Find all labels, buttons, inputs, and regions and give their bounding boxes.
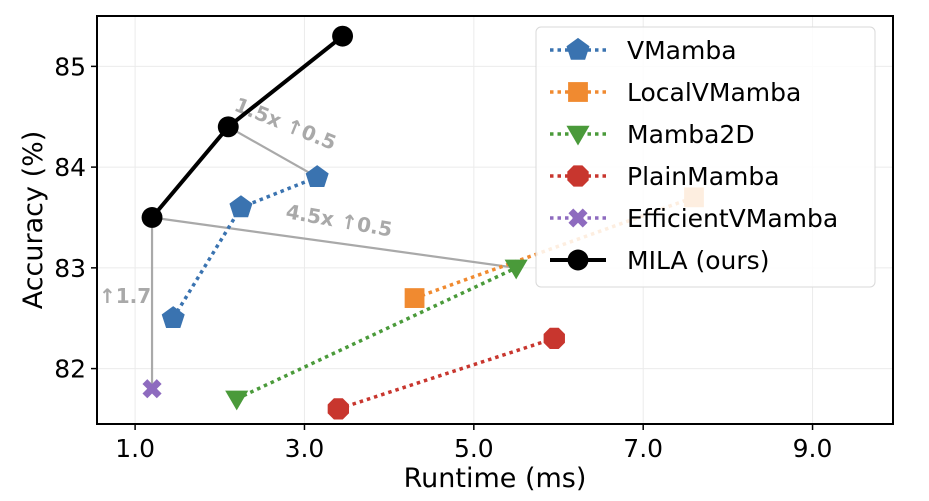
y-tick-label: 82 [54, 355, 86, 384]
annotation-line [151, 216, 517, 269]
x-tick-label: 7.0 [623, 434, 663, 463]
data-point-vmamba [161, 306, 185, 329]
series-line-mamba2d [235, 266, 517, 401]
y-tick-label: 84 [54, 153, 86, 182]
y-axis-ticks: 82 83 84 85 [54, 52, 97, 384]
series-mila-ours [141, 25, 354, 228]
legend-label-mamba2d: Mamba2D [627, 120, 755, 149]
y-axis-label: Accuracy (%) [18, 131, 49, 310]
series-vmamba [161, 165, 329, 329]
legend-box [535, 26, 876, 288]
data-point-mila-ours [141, 207, 163, 228]
legend-label-localvmamba: LocalVMamba [627, 78, 801, 107]
data-point-plainmamba [543, 327, 565, 350]
legend-marker-efficientvmamba [568, 208, 588, 228]
x-tick-label: 3.0 [285, 434, 325, 463]
data-point-localvmamba [404, 288, 425, 308]
series-efficientvmamba [142, 379, 162, 399]
x-tick-label: 9.0 [793, 434, 833, 463]
series-mamba2d [225, 259, 528, 411]
data-point-vmamba [229, 195, 253, 218]
legend-marker-vmamba [566, 37, 590, 60]
data-point-vmamba [305, 165, 329, 187]
legend-marker-mila-ours [567, 249, 589, 271]
legend-label-mila-ours: MILA (ours) [627, 246, 769, 275]
series-line-plainmamba [337, 336, 555, 411]
annotation-line [227, 125, 318, 179]
legend: VMamba LocalVMamba Mamba2D PlainMamba Effici… [535, 26, 876, 288]
legend-entry-mamba2d: Mamba2D [550, 120, 755, 149]
data-point-mamba2d [504, 259, 528, 280]
legend-entry-vmamba: VMamba [550, 36, 737, 65]
legend-entry-plainmamba: PlainMamba [550, 162, 780, 191]
plot-frame [96, 15, 894, 425]
data-point-efficientvmamba-stroke [142, 379, 162, 399]
annotation-label: ↑1.7 [99, 284, 151, 308]
legend-marker-plainmamba [567, 165, 589, 187]
y-tick-label: 85 [54, 52, 86, 81]
legend-label-vmamba: VMamba [627, 36, 737, 65]
legend-label-plainmamba: PlainMamba [627, 162, 780, 191]
data-point-plainmamba [327, 398, 350, 420]
x-axis-label: Runtime (ms) [404, 463, 587, 494]
legend-entry-mila-ours: MILA (ours) [550, 246, 769, 275]
x-tick-label: 5.0 [454, 434, 494, 463]
legend-marker-localvmamba [568, 82, 588, 102]
data-point-mila-ours [217, 116, 239, 138]
data-point-mila-ours [332, 25, 354, 47]
x-tick-label: 1.0 [115, 434, 155, 463]
legend-marker-efficientvmamba-stroke [568, 208, 588, 228]
legend-entry-localvmamba: LocalVMamba [550, 78, 801, 107]
data-point-mamba2d [225, 390, 249, 411]
x-axis-ticks: 1.0 3.0 5.0 7.0 9.0 [115, 424, 832, 463]
legend-entry-efficientvmamba: EfficientVMamba [550, 204, 838, 233]
series-plainmamba [327, 327, 565, 420]
data-point-efficientvmamba [142, 379, 162, 399]
legend-marker-mamba2d [566, 125, 590, 146]
legend-label-efficientvmamba: EfficientVMamba [627, 204, 838, 233]
y-tick-label: 83 [54, 254, 86, 283]
